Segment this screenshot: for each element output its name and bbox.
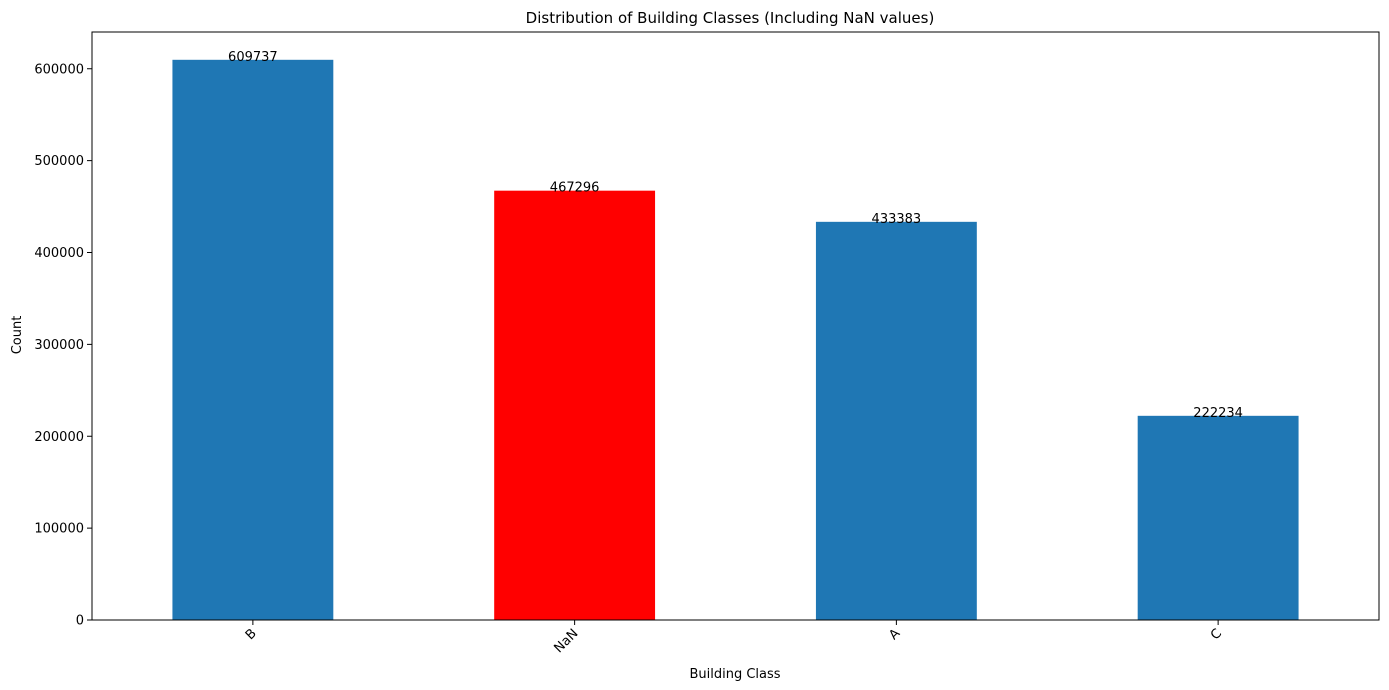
bar-b: [172, 59, 334, 620]
bar-nan: [494, 190, 656, 620]
bar-c: [1137, 415, 1299, 620]
bars: [172, 59, 1299, 620]
y-tick-label: 200000: [34, 430, 84, 445]
plot-area-frame: [91, 31, 1380, 621]
y-tick-label: 100000: [34, 522, 84, 537]
data-label-b: 609737: [228, 50, 278, 65]
data-labels: 609737 467296 433383 222234: [228, 50, 1243, 421]
chart-title: Distribution of Building Classes (Includ…: [526, 9, 935, 27]
y-axis-label: Count: [10, 316, 25, 355]
bar-a: [815, 221, 977, 620]
y-tick-label: 600000: [34, 62, 84, 77]
y-tick-label: 500000: [34, 154, 84, 169]
y-axis-ticks: 0 100000 200000 300000 400000 500000 600000: [34, 62, 92, 629]
y-tick-label: 400000: [34, 246, 84, 261]
data-label-c: 222234: [1193, 406, 1243, 421]
y-tick-label: 300000: [34, 338, 84, 353]
data-label-nan: 467296: [550, 181, 600, 196]
x-axis-label: Building Class: [689, 667, 780, 682]
y-tick-label: 0: [76, 614, 84, 629]
data-label-a: 433383: [872, 212, 922, 227]
